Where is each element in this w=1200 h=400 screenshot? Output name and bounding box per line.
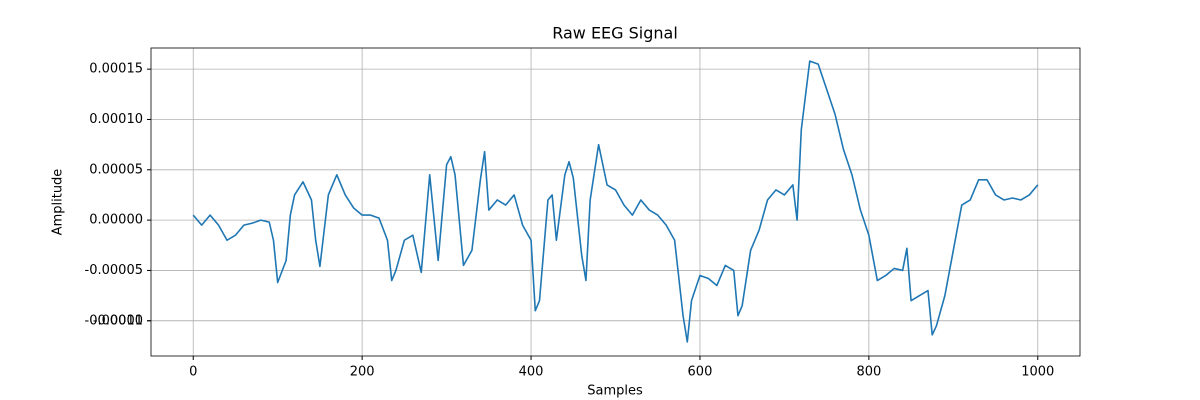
x-tick-label: 1000 xyxy=(1021,365,1054,380)
y-tick-label: 0.00000 xyxy=(89,213,143,228)
y-tick-label: -0.0001 xyxy=(93,313,143,328)
x-axis-label: Samples xyxy=(587,384,643,399)
y-tick-label: 0.00005 xyxy=(89,162,143,177)
x-tick-label: 800 xyxy=(856,365,881,380)
chart-title: Raw EEG Signal xyxy=(552,24,678,43)
x-tick-label: 600 xyxy=(688,365,713,380)
x-tick-label: 200 xyxy=(350,365,375,380)
y-tick-label: -0.00005 xyxy=(85,263,143,278)
plot-frame xyxy=(150,47,1081,357)
y-axis-label: Amplitude xyxy=(51,169,66,236)
y-tick-label: 0.00010 xyxy=(89,112,143,127)
line-series xyxy=(192,60,1039,343)
y-tick-label: 0.00015 xyxy=(89,62,143,77)
x-tick-label: 400 xyxy=(519,365,544,380)
y-tick-label: -0.00010 xyxy=(85,313,143,328)
x-tick-label: 0 xyxy=(189,365,197,380)
